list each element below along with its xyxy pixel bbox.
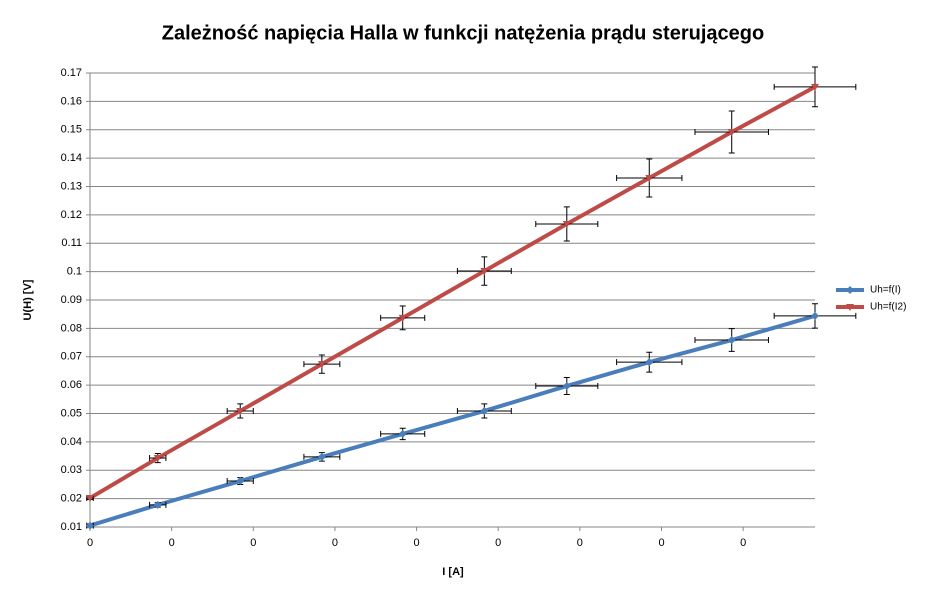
y-tick-label: 0.04 (61, 436, 82, 448)
y-tick-label: 0.17 (61, 67, 82, 79)
y-tick-label: 0.06 (61, 379, 82, 391)
y-tick-label: 0.12 (61, 209, 82, 221)
x-tick-label: 0 (414, 537, 420, 549)
y-tick-label: 0.03 (61, 464, 82, 476)
data-point (398, 314, 407, 322)
legend-label: Uh=f(I2) (870, 302, 906, 313)
x-tick-label: 0 (740, 537, 746, 549)
data-point (86, 495, 94, 503)
x-axis-label: I [A] (442, 566, 464, 578)
data-point (317, 361, 326, 369)
y-tick-label: 0.13 (61, 180, 82, 192)
data-point (645, 358, 654, 367)
data-point (236, 407, 245, 415)
y-tick-label: 0.09 (61, 294, 82, 306)
data-point (645, 174, 654, 182)
legend-marker (846, 286, 854, 294)
data-point (480, 406, 489, 415)
y-tick-label: 0.1 (67, 266, 82, 278)
data-point (811, 311, 819, 320)
y-tick-label: 0.08 (61, 322, 82, 334)
data-point (153, 455, 162, 463)
data-point (398, 429, 407, 438)
chart-title: Zależność napięcia Halla w funkcji natęż… (162, 22, 764, 44)
y-tick-label: 0.05 (61, 407, 82, 419)
x-tick-label: 0 (577, 537, 583, 549)
data-point (727, 336, 736, 345)
x-tick-label: 0 (332, 537, 338, 549)
data-point (153, 500, 162, 509)
y-tick-label: 0.01 (61, 521, 82, 533)
data-point (811, 83, 819, 91)
x-tick-label: 0 (250, 537, 256, 549)
y-axis-label: U(H) [V] (22, 279, 34, 320)
legend-marker (846, 304, 854, 311)
y-tick-label: 0.11 (61, 237, 82, 249)
x-tick-label: 0 (495, 537, 501, 549)
y-tick-label: 0.16 (61, 95, 82, 107)
x-tick-label: 0 (169, 537, 175, 549)
data-point (317, 452, 326, 461)
y-tick-label: 0.14 (61, 152, 82, 164)
data-point (562, 220, 571, 228)
x-tick-label: 0 (658, 537, 664, 549)
data-point (727, 129, 736, 137)
data-point (236, 477, 245, 486)
data-point (480, 268, 489, 276)
legend-label: Uh=f(I) (870, 285, 901, 296)
x-tick-label: 0 (87, 537, 93, 549)
data-point (86, 521, 94, 530)
y-tick-label: 0.07 (61, 351, 82, 363)
series-line (88, 85, 816, 500)
series-line (89, 313, 816, 528)
data-point (562, 381, 571, 390)
y-tick-label: 0.15 (61, 124, 82, 136)
y-tick-label: 0.02 (61, 493, 82, 505)
